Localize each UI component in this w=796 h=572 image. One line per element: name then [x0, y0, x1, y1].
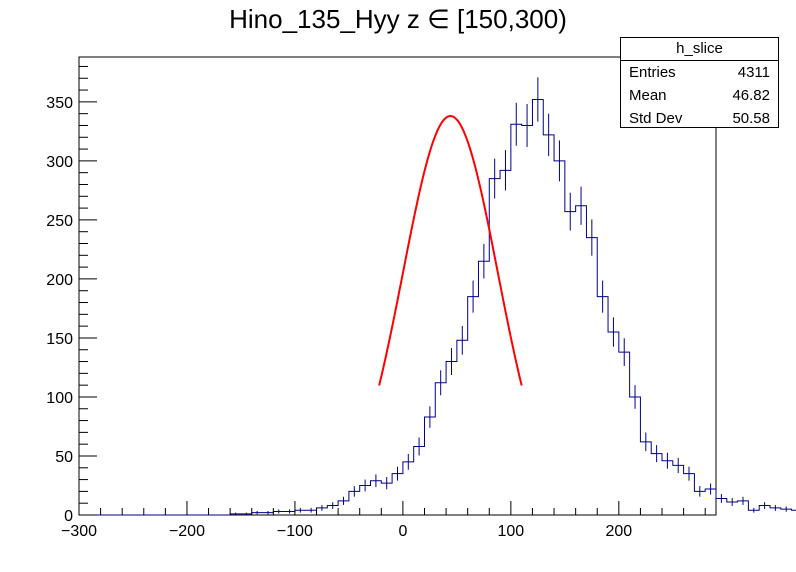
- stats-mean-row: Mean 46.82: [621, 84, 778, 107]
- stats-entries-label: Entries: [629, 64, 676, 81]
- stats-entries-value: 4311: [737, 64, 770, 81]
- y-tick-label: 150: [46, 331, 73, 348]
- stats-box-title: h_slice: [621, 38, 778, 61]
- stats-box: h_slice Entries 4311 Mean 46.82 Std Dev …: [620, 37, 779, 128]
- y-tick-label: 200: [46, 272, 73, 289]
- x-tick-label: 100: [498, 523, 525, 540]
- x-tick-label: 200: [605, 523, 632, 540]
- stats-stddev-label: Std Dev: [629, 110, 683, 127]
- y-tick-label: 0: [64, 508, 73, 525]
- x-tick-label: −100: [277, 523, 313, 540]
- y-tick-label: 100: [46, 390, 73, 407]
- stats-stddev-row: Std Dev 50.58: [621, 107, 778, 130]
- histogram-series: [79, 98, 796, 516]
- y-tick-label: 50: [55, 449, 73, 466]
- y-tick-label: 250: [46, 213, 73, 230]
- x-tick-label: −200: [169, 523, 205, 540]
- x-tick-label: 0: [398, 523, 407, 540]
- stats-entries-row: Entries 4311: [621, 61, 778, 84]
- stats-mean-label: Mean: [629, 87, 667, 104]
- x-tick-label: −300: [61, 523, 97, 540]
- fit-curve: [378, 115, 523, 386]
- y-tick-label: 300: [46, 154, 73, 171]
- y-tick-label: 350: [46, 95, 73, 112]
- plot-frame: [78, 56, 717, 516]
- stats-stddev-value: 50.58: [732, 110, 770, 127]
- stats-mean-value: 46.82: [732, 87, 770, 104]
- chart-title: Hino_135_Hyy z ∈ [150,300): [229, 4, 567, 34]
